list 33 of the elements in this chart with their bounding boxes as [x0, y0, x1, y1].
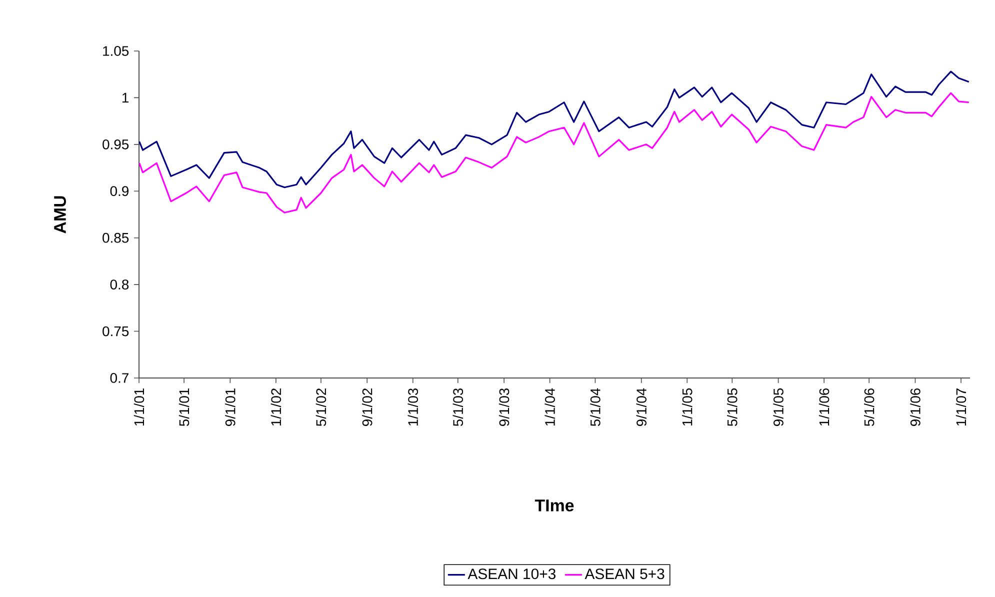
x-tick-label: 1/1/06 [818, 388, 830, 426]
x-tick-label: 1/1/05 [682, 388, 692, 426]
x-tick-label: 9/1/02 [362, 388, 372, 426]
x-tick-label: 5/1/02 [316, 388, 326, 426]
x-tick-label: 9/1/06 [910, 388, 920, 426]
x-tick-label: 1/1/04 [544, 388, 555, 426]
y-tick-label: 0.95 [102, 139, 129, 150]
x-tick-label: 1/1/07 [956, 388, 966, 426]
x-tick-label: 1/1/03 [408, 388, 418, 426]
x-tick-label: 5/1/04 [590, 388, 600, 426]
x-tick-label: 1/1/02 [270, 388, 282, 426]
x-tick-label: 9/1/04 [636, 388, 646, 426]
y-tick-label: 0.8 [110, 280, 129, 290]
line-series [138, 92, 970, 214]
x-tick-label: 5/1/01 [178, 388, 190, 426]
y-tick-label: 0.75 [102, 326, 129, 336]
y-tick-label: 1.05 [103, 46, 129, 56]
y-tick-label: 0.9 [110, 186, 129, 196]
x-tick-label: 5/1/03 [452, 388, 464, 426]
x-tick-label: 1/1/01 [134, 388, 144, 426]
x-axis-title: TIme [534, 500, 574, 512]
x-tick-label: 9/1/03 [498, 388, 510, 426]
legend-label: ASEAN 5+3 [584, 568, 664, 580]
x-tick-label: 9/1/05 [773, 388, 784, 426]
x-tick-label: 5/1/06 [864, 388, 874, 426]
y-tick-label: 1 [122, 92, 128, 102]
x-tick-label: 9/1/01 [225, 388, 236, 426]
y-axis-title: AMU [54, 196, 66, 234]
x-tick-label: 5/1/05 [727, 388, 738, 426]
line-series [138, 70, 970, 188]
legend-label: ASEAN 10+3 [468, 568, 556, 580]
y-tick-label: 0.85 [102, 232, 129, 243]
y-tick-label: 0.7 [110, 373, 128, 383]
